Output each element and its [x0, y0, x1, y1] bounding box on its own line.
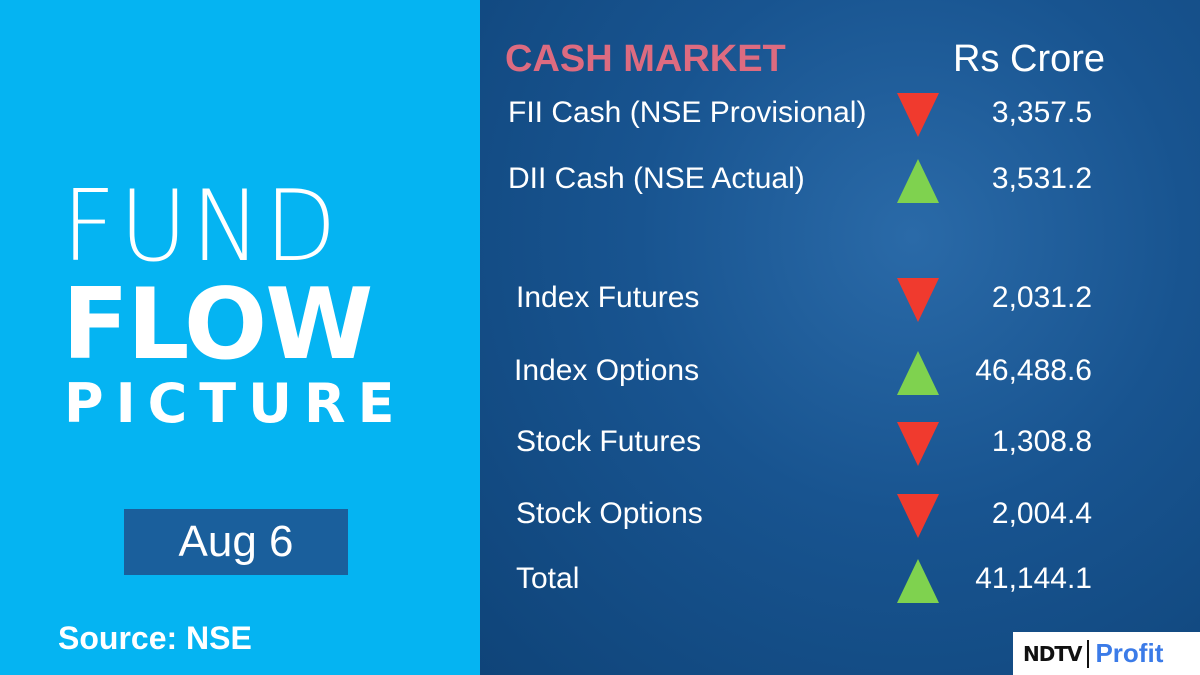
down-arrow-icon: [897, 93, 939, 137]
title-flow: FLOW: [62, 268, 373, 382]
logo-product: Profit: [1095, 638, 1164, 668]
ndtv-profit-logo: NDTV Profit: [1013, 632, 1200, 675]
down-arrow-icon: [897, 278, 939, 322]
down-arrow-icon: [897, 494, 939, 538]
row-value: 2,031.2: [991, 281, 1092, 314]
title-picture: PICTURE: [64, 372, 407, 435]
logo-brand: NDTV: [1023, 641, 1082, 666]
logo-divider: [1087, 639, 1090, 668]
row-label: Index Futures: [516, 281, 700, 314]
row-label: DII Cash (NSE Actual): [508, 162, 805, 195]
table-title: CASH MARKET: [505, 38, 786, 80]
up-arrow-icon: [897, 351, 939, 395]
up-arrow-icon: [897, 559, 939, 603]
title-fund: FUND: [62, 170, 341, 284]
source-label: Source: NSE: [58, 620, 252, 656]
unit-label: Rs Crore: [953, 38, 1106, 80]
row-value: 41,144.1: [975, 562, 1092, 595]
row-label: Total: [516, 562, 580, 595]
up-arrow-icon: [897, 159, 939, 203]
right-panel: [480, 0, 1200, 675]
row-label: Stock Futures: [516, 425, 702, 458]
row-value: 2,004.4: [991, 497, 1092, 530]
row-label: Index Options: [514, 354, 700, 387]
row-value: 3,531.2: [991, 162, 1092, 195]
row-label: Stock Options: [516, 497, 703, 530]
down-arrow-icon: [897, 422, 939, 466]
row-label: FII Cash (NSE Provisional): [508, 96, 867, 129]
row-value: 1,308.8: [991, 425, 1092, 458]
row-value: 46,488.6: [975, 354, 1092, 387]
date-badge: Aug 6: [124, 509, 348, 575]
row-value: 3,357.5: [991, 96, 1092, 129]
